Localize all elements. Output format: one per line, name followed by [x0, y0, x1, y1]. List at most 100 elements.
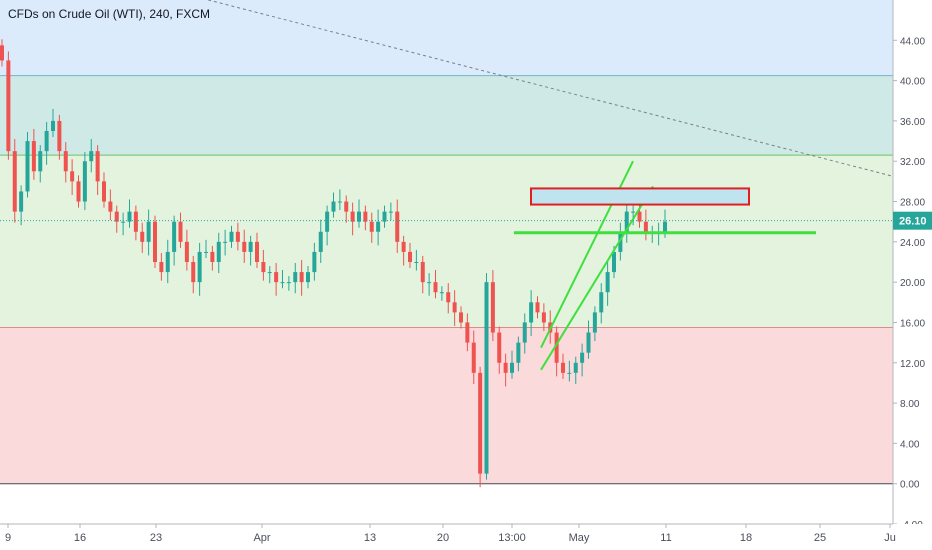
resistance-box: [530, 187, 750, 206]
candle-body: [637, 211, 642, 222]
candle-body: [306, 272, 310, 283]
candle-body: [146, 221, 151, 242]
candle-body: [376, 221, 381, 232]
candle-body: [535, 302, 540, 313]
candle-body: [433, 282, 438, 293]
candle-body: [31, 141, 36, 172]
price-tick-label: 44.00: [900, 36, 925, 47]
candle-body: [503, 362, 508, 373]
price-tick-label: 24.00: [900, 238, 925, 249]
time-tick-label: 13: [364, 532, 376, 544]
candle-body: [510, 362, 514, 373]
last-price-badge: [893, 211, 932, 230]
candle-body: [286, 282, 291, 284]
candle-body: [388, 211, 393, 213]
candle-body: [216, 241, 221, 262]
candle-body: [452, 302, 457, 313]
resistance-zone-upper: [0, 0, 893, 76]
chart-title: CFDs on Crude Oil (WTI), 240, FXCM: [8, 7, 210, 21]
price-tick-label: 28.00: [900, 198, 925, 209]
candle-body: [229, 231, 234, 242]
candle-body: [108, 201, 113, 212]
candle-body: [191, 262, 196, 283]
candle-body: [612, 251, 616, 273]
candle-body: [235, 231, 240, 242]
candle-body: [337, 201, 342, 203]
candle-body: [420, 262, 425, 283]
last-price-label: 26.10: [899, 216, 927, 228]
candle-body: [223, 241, 228, 243]
candle-body: [618, 231, 623, 252]
candle-body: [465, 322, 470, 343]
candle-body: [153, 221, 157, 262]
candle-body: [541, 312, 546, 323]
candle-body: [114, 211, 119, 222]
candle-body: [172, 221, 177, 252]
price-zones: [0, 0, 893, 484]
resistance-zone-lower: [0, 75, 893, 156]
candle-body: [599, 292, 604, 313]
candle-body: [248, 241, 253, 252]
candle-body: [643, 221, 648, 232]
price-tick-label: 36.00: [900, 117, 925, 128]
candle-body: [408, 251, 412, 262]
time-tick-label: Apr: [253, 532, 270, 544]
candle-body: [95, 151, 100, 182]
candle-body: [331, 201, 336, 212]
candle-body: [586, 332, 591, 353]
candle-body: [255, 241, 259, 262]
candle-body: [70, 171, 75, 182]
candle-body: [529, 302, 534, 323]
time-tick-label: 18: [740, 532, 752, 544]
candle-body: [197, 251, 202, 283]
time-tick-label: 25: [814, 532, 826, 544]
time-tick-label: May: [569, 532, 590, 544]
candle-body: [554, 332, 559, 363]
candle-body: [605, 272, 610, 293]
time-tick-label: 20: [437, 532, 449, 544]
candle-body: [395, 211, 400, 242]
candle-body: [44, 131, 49, 152]
candle-body: [25, 141, 30, 192]
candle-body: [274, 272, 279, 283]
price-tick-label: 20.00: [900, 278, 925, 289]
candle-body: [76, 181, 81, 202]
candle-body: [561, 362, 565, 373]
candle-body: [6, 60, 11, 152]
candle-body: [478, 372, 483, 474]
candle-body: [121, 221, 126, 223]
candle-body: [293, 272, 298, 283]
time-tick-label: 13:00: [498, 532, 526, 544]
candle-body: [484, 282, 489, 474]
candle-body: [573, 362, 578, 373]
time-axis-background: [0, 524, 932, 550]
candle-body: [184, 241, 189, 262]
candle-body: [318, 231, 323, 252]
candle-body: [497, 332, 502, 363]
candle-body: [490, 282, 495, 333]
candle-body: [12, 151, 17, 212]
price-tick-label: 12.00: [900, 359, 925, 370]
candle-body: [38, 151, 43, 172]
candle-body: [580, 352, 585, 363]
candle-body: [57, 120, 62, 152]
zone-boundary-lines: [0, 75, 893, 485]
candle-body: [427, 282, 432, 284]
candle-body: [325, 211, 330, 232]
candle-body: [446, 292, 451, 303]
time-axis: 9 16 23 Apr 13 20 13:00 May 11 18 25 Ju: [0, 523, 932, 550]
candle-body: [280, 282, 285, 284]
price-axis-background: [893, 0, 932, 550]
price-tick-label: 4.00: [900, 439, 920, 450]
candle-body: [567, 372, 572, 374]
candle-body: [178, 221, 183, 242]
candle-body: [127, 211, 132, 222]
candle-body: [516, 342, 521, 363]
candle-body: [19, 191, 24, 212]
dashed-trendline: [206, 0, 894, 177]
candle-body: [63, 151, 68, 172]
candle-body: [382, 211, 387, 222]
candle-body: [357, 211, 361, 222]
candle-body: [350, 211, 355, 222]
